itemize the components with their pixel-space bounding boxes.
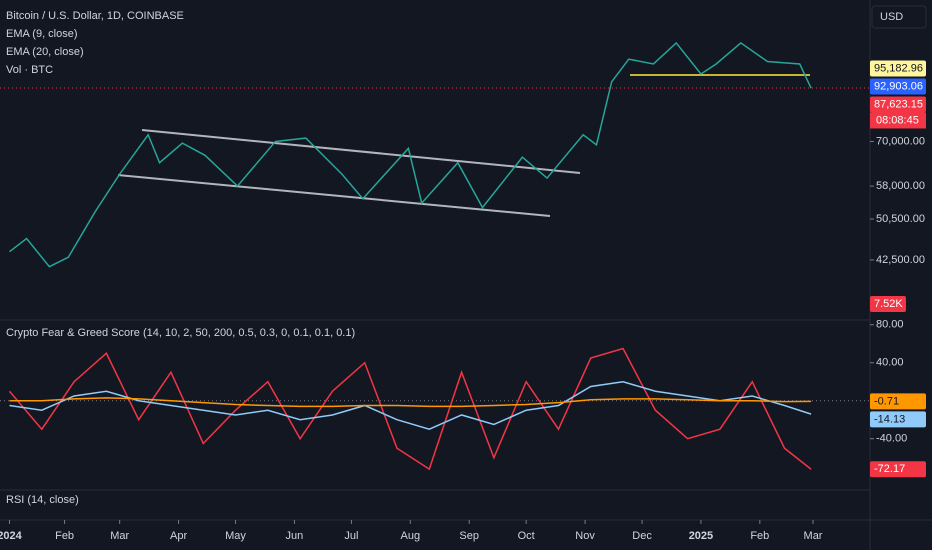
legend-item: Vol · BTC (6, 64, 53, 76)
x-tick-label: Mar (110, 530, 129, 542)
legend-title: Bitcoin / U.S. Dollar, 1D, COINBASE (6, 10, 184, 22)
y-tick-label: 42,500.00 (876, 254, 925, 266)
y-tick-label: 58,000.00 (876, 180, 925, 192)
volume-last-box (870, 296, 906, 312)
data-line (8, 347, 812, 471)
data-line (9, 380, 812, 431)
x-tick-label: Nov (575, 530, 595, 542)
last-value-box (870, 78, 926, 95)
x-tick-label: Mar (804, 530, 823, 542)
y-tick-label: 50,500.00 (876, 213, 925, 225)
currency[interactable]: USD (880, 11, 903, 23)
x-tick-label: Apr (170, 530, 187, 542)
last-value-box (870, 411, 926, 428)
x-tick-label: Sep (459, 530, 479, 542)
x-tick-label: Jul (344, 530, 358, 542)
legend-item: EMA (9, close) (6, 28, 78, 40)
currency-button[interactable] (871, 5, 927, 29)
x-tick-label: Oct (518, 530, 535, 542)
legend-item: EMA (20, close) (6, 46, 84, 58)
x-tick-label: Jun (286, 530, 304, 542)
y-tick-label: 70,000.00 (876, 135, 925, 147)
indicator-title: RSI (14, close) (6, 494, 79, 506)
last-value-label: -72.17 (874, 463, 905, 475)
y-tick-label: -40.00 (876, 433, 907, 445)
trend-line (117, 174, 551, 217)
x-tick-label: May (225, 530, 246, 542)
trend-line (141, 129, 581, 174)
last-value-label: -14.13 (874, 413, 905, 425)
last-value-box (870, 393, 926, 410)
last-value-box (870, 60, 926, 77)
x-tick-label: 2025 (689, 530, 713, 542)
x-tick-label: Feb (750, 530, 769, 542)
y-tick-label: 80.00 (876, 319, 904, 331)
x-tick-label: Feb (55, 530, 74, 542)
x-tick-label: Dec (632, 530, 652, 542)
x-tick-label: Aug (401, 530, 421, 542)
data-line (9, 41, 812, 268)
last-value-label: 95,182.96 (874, 62, 923, 74)
data-line (9, 397, 812, 408)
last-value-label: 92,903.06 (874, 80, 923, 92)
y-tick-label: 40.00 (876, 357, 904, 369)
countdown: 08:08:45 (876, 114, 919, 126)
indicator-title: Crypto Fear & Greed Score (14, 10, 2, 50… (6, 327, 355, 339)
last-value-label: 87,623.15 (874, 98, 923, 110)
last-value-label: -0.71 (874, 395, 899, 407)
last-value-box (870, 96, 926, 113)
countdown-box (870, 112, 926, 129)
volume-last-label: 7.52K (874, 298, 903, 310)
last-value-box (870, 461, 926, 478)
x-tick-label: 2024 (0, 530, 23, 542)
